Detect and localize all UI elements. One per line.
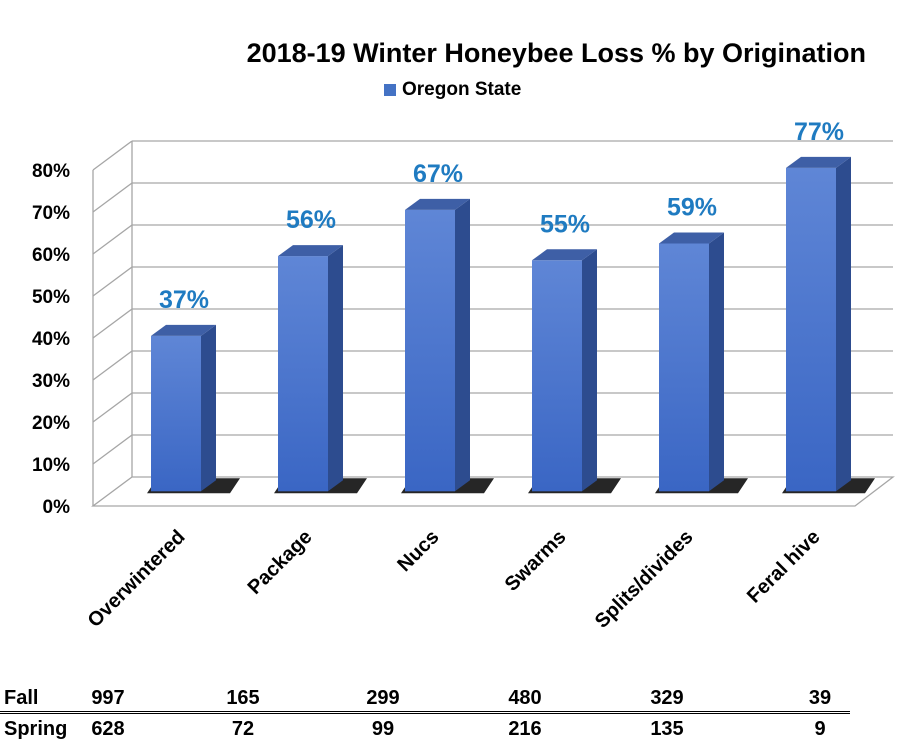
y-tick-label: 0% — [43, 497, 71, 518]
bar — [151, 335, 201, 492]
legend-label: Oregon State — [402, 79, 522, 100]
data-label: 55% — [540, 210, 590, 238]
legend-swatch — [384, 84, 396, 96]
bar-side — [709, 232, 724, 492]
table-cell: 299 — [366, 687, 400, 709]
table-cell: 165 — [226, 687, 260, 709]
bar-top — [278, 245, 343, 257]
gridline-side — [92, 140, 133, 171]
y-tick-label: 80% — [32, 161, 70, 182]
y-tick-label: 10% — [32, 455, 70, 476]
gridline-side — [92, 224, 133, 255]
gridline-side — [92, 392, 133, 423]
gridline-side — [92, 434, 133, 465]
data-label: 67% — [413, 160, 463, 188]
y-tick-label: 40% — [32, 329, 70, 350]
data-label: 77% — [794, 118, 844, 146]
x-tick-label: Feral hive — [743, 526, 825, 608]
gridline-side — [92, 308, 133, 339]
x-tick-label: Overwintered — [84, 526, 190, 632]
bar — [786, 167, 836, 492]
table-cell: 329 — [650, 687, 684, 709]
y-tick-label: 30% — [32, 371, 70, 392]
y-tick-label: 70% — [32, 203, 70, 224]
x-tick-label: Package — [244, 526, 317, 599]
data-label: 59% — [667, 194, 717, 222]
y-tick-label: 60% — [32, 245, 70, 266]
bar-side — [836, 156, 851, 492]
bar-side — [201, 324, 216, 492]
data-label: 56% — [286, 206, 336, 234]
bar — [659, 243, 709, 492]
bar-side — [455, 198, 470, 492]
chart-floor — [91, 476, 895, 507]
bar-top — [151, 324, 216, 336]
gridline-side — [92, 266, 133, 297]
gridline-side — [92, 350, 133, 381]
table-cell: 628 — [91, 718, 125, 740]
table-cell: 99 — [371, 718, 395, 740]
x-tick-label: Splits/divides — [591, 526, 698, 633]
table-cell: 216 — [508, 718, 542, 740]
x-tick-label: Swarms — [501, 526, 571, 596]
bar — [278, 256, 328, 492]
data-label: 37% — [159, 286, 209, 314]
gridline-side — [92, 182, 133, 213]
bar-top — [786, 156, 851, 168]
bar-side — [328, 245, 343, 492]
legend: Oregon State — [384, 78, 521, 102]
bar-top — [405, 198, 470, 210]
bar-side — [582, 249, 597, 492]
table-row-fall: Fall 997 165 299 480 329 39 — [0, 687, 923, 715]
x-tick-label: Nucs — [393, 526, 443, 576]
table-row-label: Fall — [4, 687, 39, 709]
table-row-label: Spring — [4, 718, 68, 740]
bar — [532, 260, 582, 492]
bar-top — [659, 232, 724, 244]
chart-title: 2018-19 Winter Honeybee Loss % by Origin… — [246, 38, 866, 68]
table-divider — [0, 711, 850, 714]
y-tick-label: 50% — [32, 287, 70, 308]
table-cell: 72 — [231, 718, 255, 740]
y-tick-label: 20% — [32, 413, 70, 434]
bar-top — [532, 249, 597, 261]
table-cell: 135 — [650, 718, 684, 740]
table-cell: 39 — [808, 687, 832, 709]
bar — [405, 209, 455, 492]
table-cell: 480 — [508, 687, 542, 709]
table-cell: 9 — [814, 718, 826, 740]
table-cell: 997 — [91, 687, 125, 709]
table-row-spring: Spring 628 72 99 216 135 9 — [0, 718, 923, 746]
